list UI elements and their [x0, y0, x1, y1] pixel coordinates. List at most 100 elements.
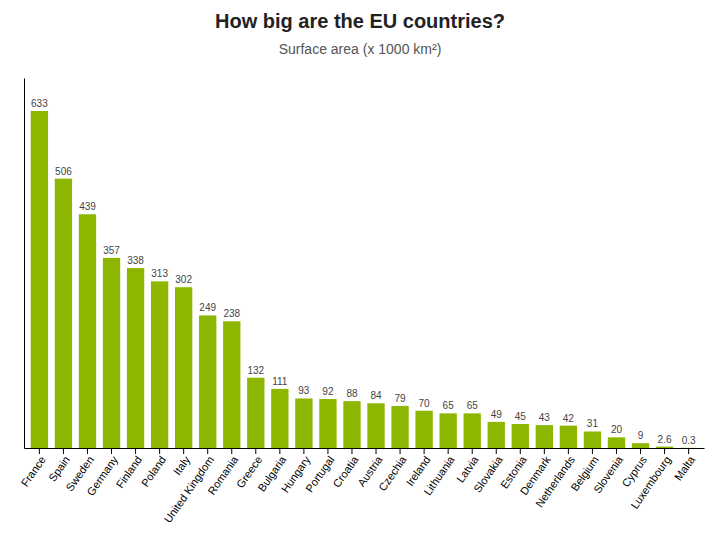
data-label: 338	[127, 255, 144, 266]
x-tick: Netherlands	[533, 448, 577, 509]
bar	[31, 111, 48, 448]
x-tick-mark	[255, 448, 256, 454]
x-tick: Poland	[139, 448, 168, 489]
x-tick-mark	[472, 448, 473, 454]
data-label: 92	[322, 386, 334, 397]
x-tick-mark	[664, 448, 665, 454]
bar	[584, 431, 601, 448]
data-label: 43	[539, 412, 551, 423]
x-tick-mark	[63, 448, 64, 454]
x-tick-label: Italy	[171, 453, 193, 477]
data-label: 313	[151, 268, 168, 279]
x-tick-mark	[496, 448, 497, 454]
bar	[680, 447, 697, 448]
x-tick: Portugal	[303, 448, 336, 494]
data-label: 111	[272, 376, 288, 387]
x-tick-mark	[183, 448, 184, 454]
x-tick-label: Germany	[84, 453, 120, 497]
bar	[632, 443, 649, 448]
bar	[656, 447, 673, 448]
bar	[319, 399, 336, 448]
x-tick-mark	[135, 448, 136, 454]
x-tick-mark	[351, 448, 352, 454]
x-tick: Luxembourg	[628, 448, 673, 511]
x-tick-mark	[231, 448, 232, 454]
x-tick-label: Slovenia	[591, 453, 626, 495]
x-tick-label: Romania	[205, 453, 241, 497]
data-label: 79	[395, 393, 407, 404]
data-label: 2.6	[658, 434, 672, 445]
bar	[488, 422, 505, 448]
bar	[199, 315, 216, 448]
bar	[103, 258, 120, 448]
x-tick-mark	[400, 448, 401, 454]
data-label: 506	[55, 166, 72, 177]
bar	[175, 287, 192, 448]
subtitle: Surface area (x 1000 km²)	[279, 41, 442, 57]
x-tick-mark	[520, 448, 521, 454]
data-labels: 6335064393573383133022492381321119392888…	[31, 98, 696, 446]
x-tick-label: Finland	[114, 454, 145, 490]
data-label: 0.3	[682, 435, 696, 446]
x-tick: Slovakia	[471, 448, 505, 495]
data-label: 42	[563, 413, 575, 424]
x-tick-mark	[327, 448, 328, 454]
bar	[415, 411, 432, 448]
x-tick-mark	[303, 448, 304, 454]
bar	[512, 424, 529, 448]
data-label: 20	[611, 424, 623, 435]
y-axis	[24, 79, 25, 449]
x-axis-line	[25, 448, 705, 449]
data-label: 357	[103, 245, 120, 256]
x-tick-label: Netherlands	[533, 453, 577, 509]
bar	[223, 321, 240, 448]
bar	[151, 281, 168, 448]
data-label: 84	[370, 390, 382, 401]
data-label: 31	[587, 418, 599, 429]
x-tick-label: Malta	[672, 453, 698, 483]
bar	[536, 425, 553, 448]
x-tick-mark	[424, 448, 425, 454]
data-label: 249	[199, 302, 216, 313]
data-label: 302	[175, 274, 192, 285]
x-tick-mark	[39, 448, 40, 454]
x-tick-label: Portugal	[303, 454, 336, 494]
data-label: 238	[223, 308, 240, 319]
x-tick-label: France	[18, 454, 47, 489]
data-label: 45	[515, 411, 527, 422]
x-tick-mark	[568, 448, 569, 454]
bar	[271, 389, 288, 448]
x-tick-mark	[279, 448, 280, 454]
data-label: 65	[443, 400, 455, 411]
bar	[127, 268, 144, 448]
x-tick-mark	[544, 448, 545, 454]
data-label: 65	[467, 400, 479, 411]
x-tick: Finland	[114, 448, 145, 490]
data-label: 70	[419, 398, 431, 409]
x-tick: France	[18, 448, 47, 489]
x-tick-mark	[87, 448, 88, 454]
bar	[247, 378, 264, 448]
x-tick-mark	[640, 448, 641, 454]
x-tick: Malta	[672, 448, 698, 483]
bar	[79, 214, 96, 448]
x-tick-mark	[376, 448, 377, 454]
x-tick: Lithuania	[421, 448, 457, 497]
title: How big are the EU countries?	[215, 10, 505, 32]
x-tick-mark	[616, 448, 617, 454]
x-tick-mark	[111, 448, 112, 454]
data-label: 132	[247, 365, 264, 376]
chart: How big are the EU countries? Surface are…	[0, 0, 720, 540]
bar	[391, 406, 408, 448]
bar	[464, 413, 481, 448]
y-axis-line	[24, 79, 25, 449]
bar	[367, 403, 384, 448]
x-tick: Slovenia	[591, 448, 626, 495]
x-tick-mark	[688, 448, 689, 454]
x-tick-label: Lithuania	[421, 453, 457, 497]
data-label: 88	[346, 388, 358, 399]
bar	[560, 426, 577, 448]
x-tick: Romania	[205, 448, 241, 497]
x-tick-label: Croatia	[330, 453, 361, 490]
data-label: 439	[79, 201, 96, 212]
